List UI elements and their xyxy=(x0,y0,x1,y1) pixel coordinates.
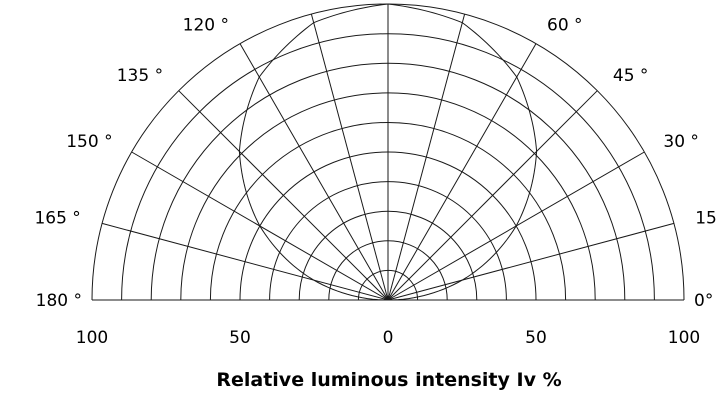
grid-spoke-45 xyxy=(387,90,598,301)
radial-tick-label-0: 100 xyxy=(76,328,108,348)
grid-spoke-165 xyxy=(101,222,389,301)
grid-spoke-135 xyxy=(178,90,389,301)
radial-tick-labels: 100 50 0 50 100 xyxy=(76,328,700,348)
angle-label-15: 15 ° xyxy=(695,209,717,229)
angle-label-150: 150 ° xyxy=(66,132,112,152)
angle-label-135: 135 ° xyxy=(117,66,163,86)
angle-label-120: 120 ° xyxy=(183,16,229,36)
grid-spoke-75 xyxy=(387,13,466,301)
angle-label-0: 0° xyxy=(694,291,713,311)
angle-label-60: 60 ° xyxy=(547,16,583,36)
angle-labels: 0°15 °30 °45 °60 °75 °90 °105 °120 °135 … xyxy=(34,0,717,311)
angle-label-180: 180 ° xyxy=(36,291,82,311)
angle-label-45: 45 ° xyxy=(613,66,649,86)
angle-label-75: 75 ° xyxy=(470,0,506,4)
radial-tick-label-2: 0 xyxy=(383,328,394,348)
radial-tick-label-4: 100 xyxy=(668,328,700,348)
polar-grid xyxy=(91,3,685,301)
chart-title: Relative luminous intensity Iv % xyxy=(216,369,561,391)
grid-spoke-120 xyxy=(239,43,389,301)
angle-label-30: 30 ° xyxy=(663,132,699,152)
grid-spoke-105 xyxy=(310,13,389,301)
series-group xyxy=(238,3,538,301)
series-line-0 xyxy=(238,3,538,301)
radial-tick-label-3: 50 xyxy=(525,328,547,348)
grid-spoke-60 xyxy=(387,43,537,301)
angle-label-105: 105 ° xyxy=(259,0,305,4)
radial-tick-label-1: 50 xyxy=(229,328,251,348)
grid-spoke-15 xyxy=(387,222,675,301)
angle-label-165: 165 ° xyxy=(34,209,80,229)
